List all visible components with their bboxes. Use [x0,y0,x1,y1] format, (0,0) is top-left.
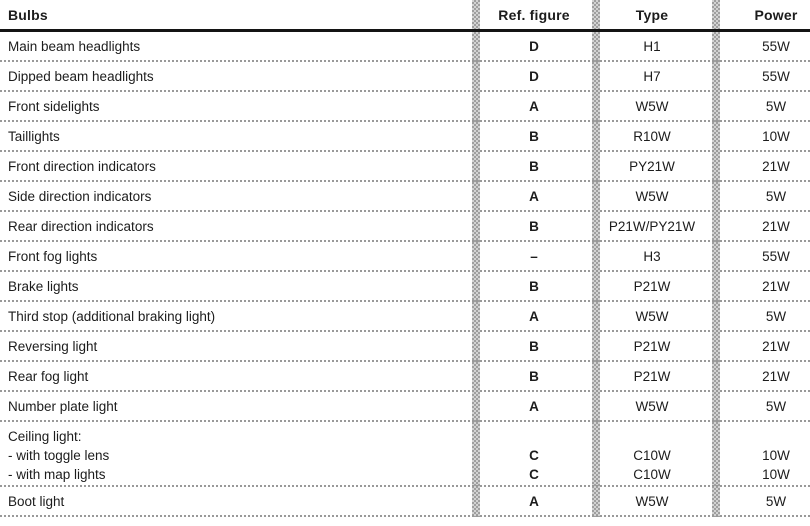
table-row: Rear fog light B P21W 21W [0,362,810,392]
table-header-row: Bulbs Ref. figure Type Power [0,0,810,29]
table-row: Third stop (additional braking light) A W5… [0,302,810,332]
bulb-name-cell: Rear direction indicators [8,218,154,234]
power-cell: 55W [762,68,790,84]
bulb-type-cell: W5W [635,398,669,414]
bulb-name-cell: Front fog lights [8,248,98,264]
table-row: Dipped beam headlights D H7 55W [0,62,810,92]
bulb-type-cell: P21W [633,338,671,354]
header-divider [0,29,810,32]
power-cell: 10W 10W [712,427,810,484]
table-row: Ceiling light: - with toggle lens - with m… [0,422,810,487]
cell-line: C10W [633,448,671,463]
power-cell: 5W [765,188,787,204]
bulb-type-cell: C10W C10W [592,427,712,484]
cell-line: C10W [633,467,671,482]
bulb-name-cell: Rear fog light [8,368,89,384]
table-row: Brake lights B P21W 21W [0,272,810,302]
table-row: Front sidelights A W5W 5W [0,92,810,122]
bulb-type-cell: P21W [633,368,671,384]
power-cell: 21W [762,368,790,384]
bulb-type-cell: R10W [633,128,671,144]
bulb-type-cell: P21W [633,278,671,294]
ref-figure-cell: A [529,308,539,324]
bulb-type-cell: W5W [635,493,669,509]
table-row: Boot light A W5W 5W [0,487,810,517]
bulb-name-cell: Front direction indicators [8,158,156,174]
bulb-name-cell: Taillights [8,128,60,144]
power-cell: 5W [765,398,787,414]
header-type: Type [635,6,669,23]
bulb-name-cell: Boot light [8,493,65,509]
ref-figure-cell: B [529,158,539,174]
header-ref-figure: Ref. figure [498,6,570,23]
ref-figure-cell: – [530,248,538,264]
bulb-type-cell: H7 [643,68,661,84]
bulb-name-cell: Main beam headlights [8,38,141,54]
table-row: Reversing light B P21W 21W [0,332,810,362]
ref-figure-cell: B [529,278,539,294]
bulb-name-cell: Front sidelights [8,98,100,114]
ref-figure-cell: B [529,128,539,144]
cell-line: C [529,467,539,482]
bulb-name-cell: Reversing light [8,338,98,354]
bulb-name-cell: Ceiling light: - with toggle lens - with m… [0,427,476,484]
power-cell: 21W [762,338,790,354]
table-row: Number plate light A W5W 5W [0,392,810,422]
column-divider [712,0,720,517]
bulb-type-cell: P21W/PY21W [608,218,696,234]
cell-line [592,427,712,446]
bulb-type-cell: H1 [643,38,661,54]
power-cell: 5W [765,98,787,114]
bulb-name-cell: Side direction indicators [8,188,152,204]
cell-line: 10W [762,448,790,463]
ref-figure-cell: A [529,98,539,114]
bulb-type-cell: H3 [643,248,661,264]
bulb-name-cell: Number plate light [8,398,118,414]
header-power: Power [754,6,798,23]
bulb-name-cell: Third stop (additional braking light) [8,308,216,324]
ref-figure-cell: D [529,68,539,84]
ref-figure-cell: A [529,493,539,509]
ref-figure-cell: A [529,398,539,414]
power-cell: 5W [765,308,787,324]
cell-line [742,427,810,446]
ref-figure-cell: B [529,218,539,234]
power-cell: 55W [762,38,790,54]
header-bulbs: Bulbs [8,6,48,23]
cell-line: - with map lights [8,467,106,482]
table-row: Taillights B R10W 10W [0,122,810,152]
bulb-type-cell: W5W [635,188,669,204]
table-row: Front direction indicators B PY21W 21W [0,152,810,182]
power-cell: 55W [762,248,790,264]
column-divider [472,0,480,517]
bulb-name-cell: Dipped beam headlights [8,68,154,84]
power-cell: 21W [762,218,790,234]
cell-line: - with toggle lens [8,448,110,463]
cell-line: Ceiling light: [8,429,82,444]
power-cell: 5W [765,493,787,509]
bulb-name-cell: Brake lights [8,278,79,294]
ref-figure-cell: D [529,38,539,54]
column-divider [592,0,600,517]
cell-line: 10W [762,467,790,482]
table-row: Front fog lights – H3 55W [0,242,810,272]
ref-figure-cell: B [529,338,539,354]
table-row: Main beam headlights D H1 55W [0,32,810,62]
ref-figure-cell: A [529,188,539,204]
power-cell: 21W [762,158,790,174]
table-row: Rear direction indicators B P21W/PY21W 21W [0,212,810,242]
bulb-type-cell: PY21W [629,158,675,174]
bulb-type-cell: W5W [635,98,669,114]
power-cell: 21W [762,278,790,294]
power-cell: 10W [762,128,790,144]
cell-line: C [529,448,539,463]
ref-figure-cell: B [529,368,539,384]
table-row: Side direction indicators A W5W 5W [0,182,810,212]
bulb-type-cell: W5W [635,308,669,324]
cell-line [476,427,592,446]
table-body: Main beam headlights D H1 55W Dipped beam he… [0,32,810,517]
